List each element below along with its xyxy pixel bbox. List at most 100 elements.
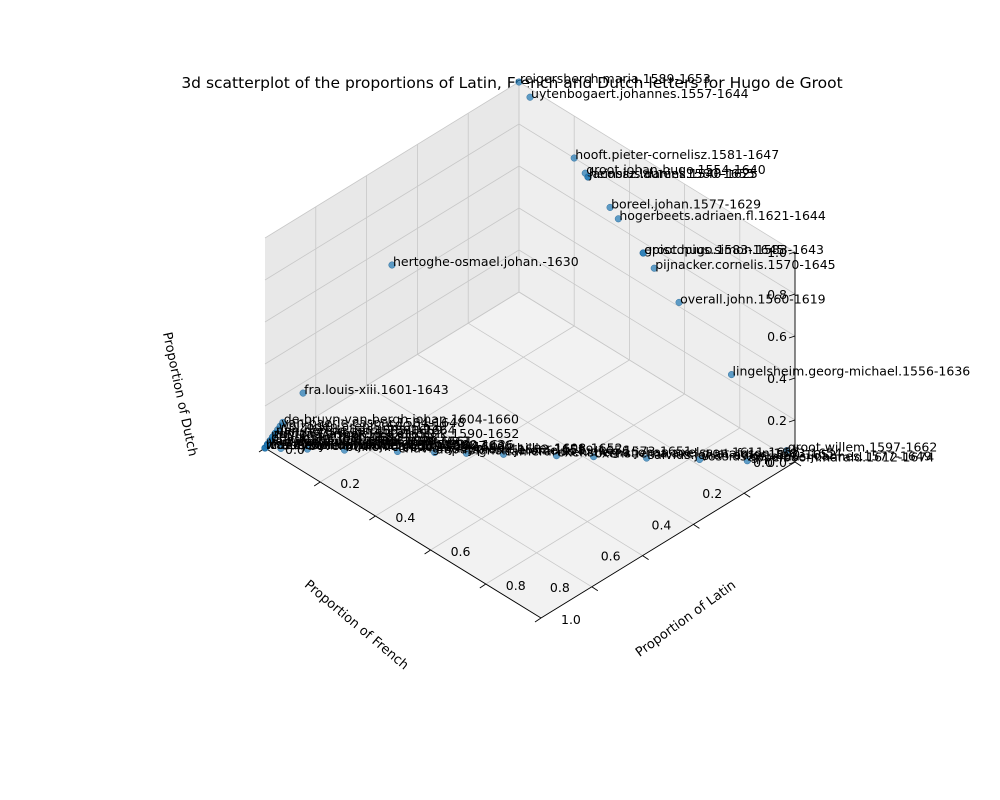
grid-line-french-floor <box>417 354 694 525</box>
z-tick-label: 0.2 <box>767 413 787 428</box>
data-point <box>590 453 598 461</box>
x-tick-label: 1.0 <box>561 612 581 627</box>
data-point <box>277 444 285 452</box>
point-label: boreel.johan.1577-1629 <box>611 196 761 211</box>
data-point <box>500 450 508 458</box>
point-label: uytenbogaert.johannes.1557-1644 <box>531 86 749 101</box>
data-point <box>553 452 561 460</box>
point-label: lingelsheim.georg-michael.1556-1636 <box>733 364 971 379</box>
x-tick-label: 0.2 <box>340 476 360 491</box>
point-label: hogerbeets.adriaen.fl.1621-1644 <box>619 208 826 223</box>
point-label: zuylen-van-nyevelt.diederik.1590-1652 <box>274 426 520 441</box>
data-point <box>269 433 277 441</box>
data-point <box>728 371 736 379</box>
grid-line-dutch-wall-a <box>518 291 796 463</box>
point-label: dupuy.pierre.1582-1651 <box>436 441 586 456</box>
grid-lines <box>264 81 796 619</box>
z-tick-label: 0.8 <box>767 287 787 302</box>
x-tick-mark <box>534 617 542 623</box>
point-label: van-wassenaer.johan.1600-1661 <box>269 433 473 448</box>
data-point <box>276 422 284 430</box>
grid-line-dutch-wall-a <box>518 249 796 421</box>
grid-line-french-floor <box>366 385 643 556</box>
grid-line-latin-floor <box>485 427 741 585</box>
y-tick-label: 0.0 <box>753 455 773 470</box>
point-label: lenheyzen.leonard.1596-1650 <box>266 437 454 452</box>
point-label: groot.willem.1597-1662 <box>788 440 938 455</box>
data-point <box>584 173 592 181</box>
point-label: rantzau.jasper.1590-1650 <box>274 426 435 441</box>
point-label: hertoghe-osmael.johan.-1630 <box>393 254 579 269</box>
x-tick-mark <box>479 583 487 589</box>
grid-line-dutch-wall-a <box>518 165 796 337</box>
x-tick-label: 0.6 <box>451 544 471 559</box>
point-label: van-rheede.jan.1595-1659 <box>276 422 443 437</box>
point-label: groot.johan-hugo.1554-1640 <box>586 162 765 177</box>
data-point <box>431 448 439 456</box>
x-tick-mark <box>369 515 376 521</box>
point-label: beverwijck.johan.1594-1647 <box>308 438 486 453</box>
point-label: hooft.pieter-cornelisz.1581-1647 <box>575 147 779 162</box>
y-axis-line <box>540 461 796 619</box>
chart-title: 3d scatterplot of the proportions of Lat… <box>181 74 842 92</box>
data-point <box>675 298 683 306</box>
point-label: oxenstierna.axel-gustafsson.1583-1654 <box>595 446 842 461</box>
point-label: wolzogen.arent.1600-1659 <box>279 419 447 434</box>
point-label: wassenaer-duvenvoorde.jan.1580-1626 <box>266 437 514 452</box>
data-point <box>462 449 470 457</box>
point-label: de-bruyn-van-bergh.johan.1604-1660 <box>284 411 519 426</box>
point-label: overall.john.1560-1619 <box>680 291 826 306</box>
grid-line-dutch-wall-a <box>518 81 796 253</box>
grid-line-latin-floor <box>319 325 575 483</box>
axis-lines <box>264 252 796 619</box>
point-label: episcopius.simon.1583-1643 <box>644 242 824 257</box>
grid-line-dutch-wall-b <box>264 207 520 365</box>
data-point <box>299 389 307 397</box>
grid-line-dutch-wall-b <box>264 291 520 449</box>
data-points <box>261 78 791 465</box>
grid-line-dutch-wall-b <box>264 123 520 281</box>
point-label: beaumont.jean.1584-1658 <box>271 430 438 445</box>
x-tick-label: 0.4 <box>395 510 415 525</box>
data-point <box>650 264 658 272</box>
x-axis-line <box>264 447 542 619</box>
data-point <box>303 445 311 453</box>
grid-line-dutch-wall-b <box>264 249 520 407</box>
z-tick-mark <box>788 293 796 297</box>
data-point <box>743 457 751 465</box>
z-tick-mark <box>788 419 796 423</box>
point-label: duyck.jan.1590-1643 <box>271 430 404 445</box>
x-axis-label: Proportion of Latin <box>633 578 739 661</box>
point-labels: reigersberch.maria.1589-1653uytenbogaert… <box>266 71 970 465</box>
y-tick-mark <box>743 492 751 498</box>
data-point <box>526 93 534 101</box>
z-tick-label: 0.0 <box>767 455 787 470</box>
point-label: salvius.johan-adler.1590-1652 <box>648 447 837 462</box>
grid-line-latin-floor <box>430 393 685 551</box>
data-point <box>783 447 791 455</box>
point-label: van-der-wolff.dirck.1618-1661 <box>269 433 457 448</box>
point-label: aubery-maurier.benjamin.1566-1636 <box>282 437 512 452</box>
grid-line-dutch-wall-b <box>264 81 520 239</box>
point-label: pijnacker.cornelis.1570-1645 <box>655 257 835 272</box>
z-tick-mark <box>788 461 796 465</box>
y-tick-mark <box>794 461 802 467</box>
data-point <box>614 215 622 223</box>
grid-line-french-floor <box>315 416 593 588</box>
grid-line-dutch-wall-a <box>518 207 796 379</box>
point-label: den-hertog.gerrit.1590-1664 <box>276 422 455 437</box>
z-tick-label: 0.6 <box>767 329 787 344</box>
y-tick-label: 0.8 <box>550 580 570 595</box>
point-label: fra.louis-xiii.1601-1643 <box>304 382 449 397</box>
x-tick-mark <box>313 481 321 487</box>
point-label: van-oosterwijk.johan.1600-1661 <box>269 433 471 448</box>
y-tick-label: 0.4 <box>652 517 672 532</box>
point-label: vossius.gerardus-joannes.1577-1649 <box>701 448 932 463</box>
z-tick-label: 1.0 <box>767 245 787 260</box>
x-tick-label: 0.8 <box>506 578 526 593</box>
z-tick-mark <box>788 377 796 381</box>
data-point <box>696 455 704 463</box>
data-point <box>639 249 647 257</box>
